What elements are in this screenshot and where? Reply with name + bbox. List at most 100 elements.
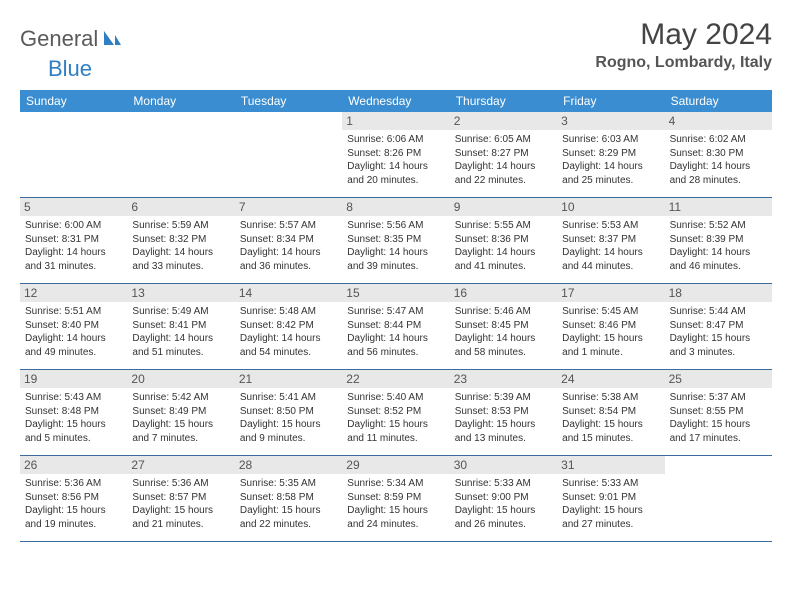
day-content: Sunrise: 5:33 AMSunset: 9:00 PMDaylight:… [455,477,552,531]
title-block: May 2024 Rogno, Lombardy, Italy [595,18,772,72]
calendar: Sunday Monday Tuesday Wednesday Thursday… [20,90,772,542]
day-content: Sunrise: 5:57 AMSunset: 8:34 PMDaylight:… [240,219,337,273]
day-number: 21 [235,370,342,388]
month-title: May 2024 [595,18,772,52]
day-number: 22 [342,370,449,388]
day-cell: 2 Sunrise: 6:05 AMSunset: 8:27 PMDaylight… [450,112,557,197]
day-cell: 25Sunrise: 5:37 AMSunset: 8:55 PMDayligh… [665,370,772,455]
day-number: 2 [450,112,557,130]
day-content: Sunrise: 5:52 AMSunset: 8:39 PMDaylight:… [670,219,767,273]
day-number: 17 [557,284,664,302]
day-number: 23 [450,370,557,388]
weekday-friday: Friday [557,90,664,112]
weekday-saturday: Saturday [665,90,772,112]
day-cell [127,112,234,197]
day-number: 26 [20,456,127,474]
day-cell: 23 Sunrise: 5:39 AMSunset: 8:53 PMDayligh… [450,370,557,455]
day-content: Sunrise: 6:06 AMSunset: 8:26 PMDaylight:… [347,133,444,187]
day-cell [20,112,127,197]
day-cell: 5 Sunrise: 6:00 AMSunset: 8:31 PMDaylight… [20,198,127,283]
day-number [665,456,772,474]
day-cell: 17Sunrise: 5:45 AMSunset: 8:46 PMDayligh… [557,284,664,369]
day-cell: 19Sunrise: 5:43 AMSunset: 8:48 PMDayligh… [20,370,127,455]
week-row: 5 Sunrise: 6:00 AMSunset: 8:31 PMDaylight… [20,198,772,284]
day-content: Sunrise: 6:02 AMSunset: 8:30 PMDaylight:… [670,133,767,187]
day-number: 24 [557,370,664,388]
location: Rogno, Lombardy, Italy [595,54,772,72]
day-cell: 22 Sunrise: 5:40 AMSunset: 8:52 PMDayligh… [342,370,449,455]
day-cell: 30 Sunrise: 5:33 AMSunset: 9:00 PMDayligh… [450,456,557,541]
day-cell: 29Sunrise: 5:34 AMSunset: 8:59 PMDayligh… [342,456,449,541]
day-content: Sunrise: 5:53 AMSunset: 8:37 PMDaylight:… [562,219,659,273]
day-content: Sunrise: 6:00 AMSunset: 8:31 PMDaylight:… [25,219,122,273]
weekday-thursday: Thursday [450,90,557,112]
day-cell: 27 Sunrise: 5:36 AMSunset: 8:57 PMDayligh… [127,456,234,541]
day-content: Sunrise: 5:46 AMSunset: 8:45 PMDaylight:… [455,305,552,359]
day-number: 14 [235,284,342,302]
day-number: 27 [127,456,234,474]
day-number: 4 [665,112,772,130]
day-cell [665,456,772,541]
week-row: 1 Sunrise: 6:06 AMSunset: 8:26 PMDaylight… [20,112,772,198]
day-content: Sunrise: 5:42 AMSunset: 8:49 PMDaylight:… [132,391,229,445]
day-number: 19 [20,370,127,388]
day-cell: 6Sunrise: 5:59 AMSunset: 8:32 PMDaylight… [127,198,234,283]
day-number: 10 [557,198,664,216]
day-cell: 9 Sunrise: 5:55 AMSunset: 8:36 PMDaylight… [450,198,557,283]
day-content: Sunrise: 5:48 AMSunset: 8:42 PMDaylight:… [240,305,337,359]
day-number: 12 [20,284,127,302]
day-cell: 28Sunrise: 5:35 AMSunset: 8:58 PMDayligh… [235,456,342,541]
day-content: Sunrise: 5:51 AMSunset: 8:40 PMDaylight:… [25,305,122,359]
weekday-monday: Monday [127,90,234,112]
day-number: 1 [342,112,449,130]
day-number [20,112,127,130]
day-number: 13 [127,284,234,302]
day-number: 25 [665,370,772,388]
day-content: Sunrise: 5:36 AMSunset: 8:56 PMDaylight:… [25,477,122,531]
day-content: Sunrise: 6:03 AMSunset: 8:29 PMDaylight:… [562,133,659,187]
day-content: Sunrise: 5:34 AMSunset: 8:59 PMDaylight:… [347,477,444,531]
day-content: Sunrise: 5:41 AMSunset: 8:50 PMDaylight:… [240,391,337,445]
day-number: 11 [665,198,772,216]
day-content: Sunrise: 5:38 AMSunset: 8:54 PMDaylight:… [562,391,659,445]
day-number: 9 [450,198,557,216]
day-cell: 3 Sunrise: 6:03 AMSunset: 8:29 PMDaylight… [557,112,664,197]
day-cell: 4 Sunrise: 6:02 AMSunset: 8:30 PMDaylight… [665,112,772,197]
day-cell: 16 Sunrise: 5:46 AMSunset: 8:45 PMDayligh… [450,284,557,369]
weekday-tuesday: Tuesday [235,90,342,112]
weekday-sunday: Sunday [20,90,127,112]
day-number: 5 [20,198,127,216]
day-content: Sunrise: 5:35 AMSunset: 8:58 PMDaylight:… [240,477,337,531]
day-cell: 1 Sunrise: 6:06 AMSunset: 8:26 PMDaylight… [342,112,449,197]
day-cell: 18Sunrise: 5:44 AMSunset: 8:47 PMDayligh… [665,284,772,369]
day-content: Sunrise: 5:59 AMSunset: 8:32 PMDaylight:… [132,219,229,273]
day-number: 3 [557,112,664,130]
day-content: Sunrise: 5:33 AMSunset: 9:01 PMDaylight:… [562,477,659,531]
day-number: 7 [235,198,342,216]
day-content: Sunrise: 5:55 AMSunset: 8:36 PMDaylight:… [455,219,552,273]
day-number: 30 [450,456,557,474]
day-number: 16 [450,284,557,302]
day-cell: 31Sunrise: 5:33 AMSunset: 9:01 PMDayligh… [557,456,664,541]
day-cell: 12 Sunrise: 5:51 AMSunset: 8:40 PMDayligh… [20,284,127,369]
day-content: Sunrise: 5:39 AMSunset: 8:53 PMDaylight:… [455,391,552,445]
weekday-wednesday: Wednesday [342,90,449,112]
day-cell: 13Sunrise: 5:49 AMSunset: 8:41 PMDayligh… [127,284,234,369]
day-number: 15 [342,284,449,302]
logo-text-1: General [20,26,98,52]
day-cell: 20 Sunrise: 5:42 AMSunset: 8:49 PMDayligh… [127,370,234,455]
day-cell: 11 Sunrise: 5:52 AMSunset: 8:39 PMDayligh… [665,198,772,283]
day-cell: 21 Sunrise: 5:41 AMSunset: 8:50 PMDayligh… [235,370,342,455]
day-number [235,112,342,130]
day-content: Sunrise: 5:56 AMSunset: 8:35 PMDaylight:… [347,219,444,273]
logo-text-2: Blue [48,56,92,82]
day-number: 20 [127,370,234,388]
day-content: Sunrise: 6:05 AMSunset: 8:27 PMDaylight:… [455,133,552,187]
logo: General [20,18,124,52]
day-content: Sunrise: 5:40 AMSunset: 8:52 PMDaylight:… [347,391,444,445]
day-cell: 24 Sunrise: 5:38 AMSunset: 8:54 PMDayligh… [557,370,664,455]
day-number: 8 [342,198,449,216]
day-cell [235,112,342,197]
weekday-row: Sunday Monday Tuesday Wednesday Thursday… [20,90,772,112]
day-content: Sunrise: 5:36 AMSunset: 8:57 PMDaylight:… [132,477,229,531]
